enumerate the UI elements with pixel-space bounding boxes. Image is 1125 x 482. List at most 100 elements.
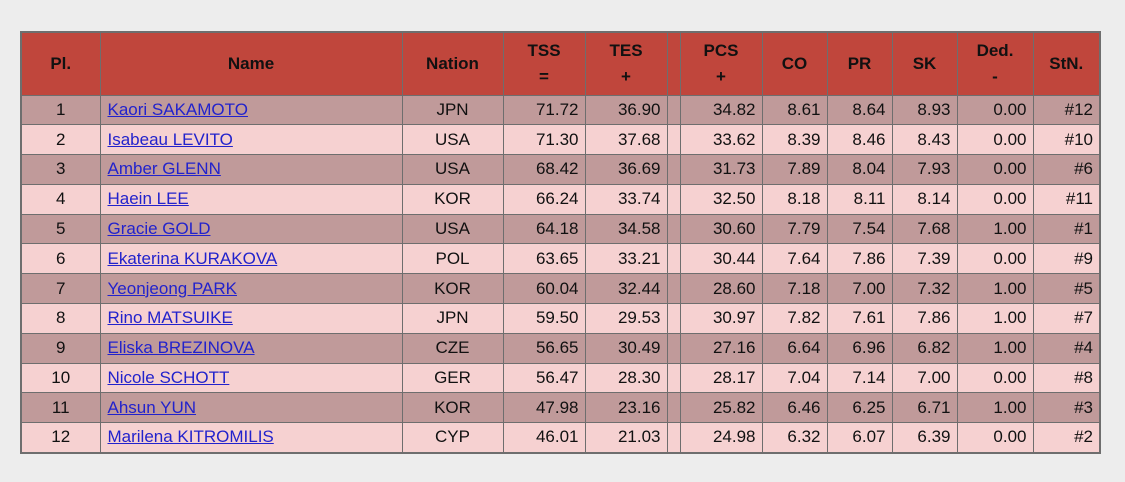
cell-nation: KOR <box>401 183 504 215</box>
cell-ded: 1.00 <box>956 392 1034 424</box>
cell-place: 12 <box>20 422 101 454</box>
skater-name-link[interactable]: Nicole SCHOTT <box>107 368 230 388</box>
cell-ded: 0.00 <box>956 94 1034 126</box>
cell-separator <box>666 213 681 245</box>
cell-ded: 0.00 <box>956 243 1034 275</box>
header-tes-symbol: + <box>621 66 631 86</box>
cell-place: 4 <box>20 183 101 215</box>
cell-stn: #1 <box>1032 213 1101 245</box>
cell-nation: USA <box>401 124 504 156</box>
cell-co: 8.61 <box>761 94 828 126</box>
cell-sk: 7.39 <box>891 243 958 275</box>
cell-pr: 7.54 <box>826 213 893 245</box>
cell-stn: #5 <box>1032 273 1101 305</box>
cell-separator <box>666 94 681 126</box>
cell-name: Rino MATSUIKE <box>99 303 403 334</box>
skater-name-link[interactable]: Haein LEE <box>107 189 189 209</box>
results-table: Pl. Name Nation TSS = TES + PCS + CO PR … <box>20 31 1101 454</box>
cell-stn: #11 <box>1032 183 1101 215</box>
cell-ded: 0.00 <box>956 154 1034 185</box>
table-row: 2 Isabeau LEVITO USA 71.30 37.68 33.62 8.39 8.4… <box>20 124 1101 156</box>
cell-nation: CYP <box>401 422 504 454</box>
cell-stn: #8 <box>1032 362 1101 394</box>
table-row: 5 Gracie GOLD USA 64.18 34.58 30.60 7.79 7.54 7.… <box>20 213 1101 245</box>
cell-place: 5 <box>20 213 101 245</box>
cell-co: 7.18 <box>761 273 828 305</box>
header-name: Name <box>99 31 403 96</box>
cell-tss: 46.01 <box>502 422 586 454</box>
cell-pr: 7.86 <box>826 243 893 275</box>
skater-name-link[interactable]: Yeonjeong PARK <box>107 278 238 298</box>
cell-nation: USA <box>401 154 504 185</box>
skater-name-link[interactable]: Ekaterina KURAKOVA <box>107 248 278 268</box>
cell-place: 8 <box>20 303 101 334</box>
cell-pcs: 27.16 <box>679 332 763 364</box>
header-tss-symbol: = <box>539 66 549 86</box>
header-pcs: PCS + <box>679 31 763 96</box>
cell-separator <box>666 273 681 305</box>
cell-place: 1 <box>20 94 101 126</box>
cell-pr: 6.07 <box>826 422 893 454</box>
header-tss: TSS = <box>502 31 586 96</box>
cell-stn: #7 <box>1032 303 1101 334</box>
skater-name-link[interactable]: Gracie GOLD <box>107 219 211 239</box>
cell-name: Yeonjeong PARK <box>99 273 403 305</box>
cell-place: 7 <box>20 273 101 305</box>
cell-sk: 6.39 <box>891 422 958 454</box>
cell-pcs: 30.44 <box>679 243 763 275</box>
cell-stn: #10 <box>1032 124 1101 156</box>
cell-co: 6.32 <box>761 422 828 454</box>
skater-name-link[interactable]: Marilena KITROMILIS <box>107 427 274 447</box>
cell-co: 8.18 <box>761 183 828 215</box>
cell-pcs: 30.97 <box>679 303 763 334</box>
cell-nation: KOR <box>401 273 504 305</box>
cell-separator <box>666 422 681 454</box>
skater-name-link[interactable]: Ahsun YUN <box>107 397 197 417</box>
cell-tes: 34.58 <box>584 213 668 245</box>
table-row: 8 Rino MATSUIKE JPN 59.50 29.53 30.97 7.82 7.61… <box>20 303 1101 334</box>
cell-name: Isabeau LEVITO <box>99 124 403 156</box>
cell-tes: 29.53 <box>584 303 668 334</box>
header-separator <box>666 31 681 96</box>
skater-name-link[interactable]: Amber GLENN <box>107 159 221 179</box>
skater-name-link[interactable]: Kaori SAKAMOTO <box>107 99 248 119</box>
header-sk: SK <box>891 31 958 96</box>
cell-place: 10 <box>20 362 101 394</box>
cell-tes: 28.30 <box>584 362 668 394</box>
cell-pcs: 32.50 <box>679 183 763 215</box>
cell-separator <box>666 243 681 275</box>
header-pcs-label: PCS <box>703 40 739 60</box>
cell-pr: 7.00 <box>826 273 893 305</box>
cell-separator <box>666 124 681 156</box>
cell-name: Ekaterina KURAKOVA <box>99 243 403 275</box>
cell-tes: 21.03 <box>584 422 668 454</box>
cell-place: 11 <box>20 392 101 424</box>
skater-name-link[interactable]: Isabeau LEVITO <box>107 129 233 149</box>
cell-tss: 56.47 <box>502 362 586 394</box>
table-row: 7 Yeonjeong PARK KOR 60.04 32.44 28.60 7.18 7.0… <box>20 273 1101 305</box>
cell-sk: 6.71 <box>891 392 958 424</box>
cell-ded: 0.00 <box>956 362 1034 394</box>
cell-ded: 0.00 <box>956 183 1034 215</box>
cell-tes: 37.68 <box>584 124 668 156</box>
cell-tes: 36.69 <box>584 154 668 185</box>
skater-name-link[interactable]: Rino MATSUIKE <box>107 308 233 328</box>
cell-name: Haein LEE <box>99 183 403 215</box>
cell-sk: 6.82 <box>891 332 958 364</box>
cell-pr: 7.61 <box>826 303 893 334</box>
header-place: Pl. <box>20 31 101 96</box>
cell-co: 6.64 <box>761 332 828 364</box>
cell-ded: 1.00 <box>956 303 1034 334</box>
cell-name: Ahsun YUN <box>99 392 403 424</box>
cell-pr: 7.14 <box>826 362 893 394</box>
cell-place: 3 <box>20 154 101 185</box>
table-row: 6 Ekaterina KURAKOVA POL 63.65 33.21 30.44 7.6… <box>20 243 1101 275</box>
skater-name-link[interactable]: Eliska BREZINOVA <box>107 338 255 358</box>
cell-ded: 1.00 <box>956 332 1034 364</box>
cell-stn: #6 <box>1032 154 1101 185</box>
cell-pcs: 28.60 <box>679 273 763 305</box>
cell-sk: 7.86 <box>891 303 958 334</box>
cell-name: Marilena KITROMILIS <box>99 422 403 454</box>
cell-separator <box>666 332 681 364</box>
cell-tes: 33.21 <box>584 243 668 275</box>
